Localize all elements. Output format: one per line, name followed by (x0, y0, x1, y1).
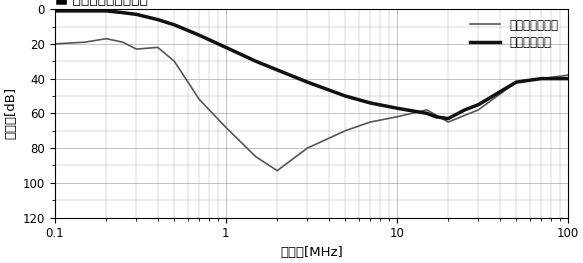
ノーマルモード (538, 77, 545, 80)
コモンモード (342, 94, 349, 98)
ノーマルモード (196, 98, 203, 101)
Y-axis label: 減衰量[dB]: 減衰量[dB] (4, 87, 17, 139)
Line: ノーマルモード: ノーマルモード (55, 39, 568, 171)
X-axis label: 周波数[MHz]: 周波数[MHz] (280, 246, 343, 259)
コモンモード (103, 9, 110, 12)
Line: コモンモード: コモンモード (55, 11, 568, 119)
コモンモード (274, 68, 281, 72)
ノーマルモード (423, 108, 430, 112)
ノーマルモード (564, 74, 571, 77)
ノーマルモード (82, 41, 89, 44)
コモンモード (120, 11, 127, 14)
コモンモード (171, 23, 178, 26)
コモンモード (475, 103, 482, 106)
コモンモード (512, 80, 519, 84)
コモンモード (222, 46, 229, 49)
ノーマルモード (103, 37, 110, 40)
ノーマルモード (154, 46, 161, 49)
コモンモード (423, 112, 430, 115)
ノーマルモード (304, 146, 311, 150)
コモンモード (82, 9, 89, 12)
コモンモード (367, 101, 374, 104)
ノーマルモード (51, 42, 58, 45)
コモンモード (564, 77, 571, 80)
コモンモード (154, 18, 161, 21)
コモンモード (433, 115, 440, 118)
コモンモード (252, 60, 259, 63)
Legend: ノーマルモード, コモンモード: ノーマルモード, コモンモード (467, 15, 562, 53)
ノーマルモード (252, 155, 259, 158)
コモンモード (538, 77, 545, 80)
ノーマルモード (367, 120, 374, 124)
ノーマルモード (342, 129, 349, 132)
コモンモード (394, 107, 401, 110)
ノーマルモード (394, 115, 401, 118)
コモンモード (445, 117, 452, 120)
ノーマルモード (171, 60, 178, 63)
ノーマルモード (120, 41, 127, 44)
Text: ■ 減衰特性（静特性）: ■ 減衰特性（静特性） (55, 0, 147, 7)
コモンモード (304, 80, 311, 84)
ノーマルモード (222, 126, 229, 129)
コモンモード (133, 13, 140, 16)
ノーマルモード (274, 169, 281, 172)
コモンモード (196, 34, 203, 37)
ノーマルモード (445, 120, 452, 124)
コモンモード (51, 9, 58, 12)
ノーマルモード (133, 48, 140, 51)
ノーマルモード (475, 108, 482, 112)
ノーマルモード (512, 80, 519, 84)
コモンモード (461, 108, 468, 112)
